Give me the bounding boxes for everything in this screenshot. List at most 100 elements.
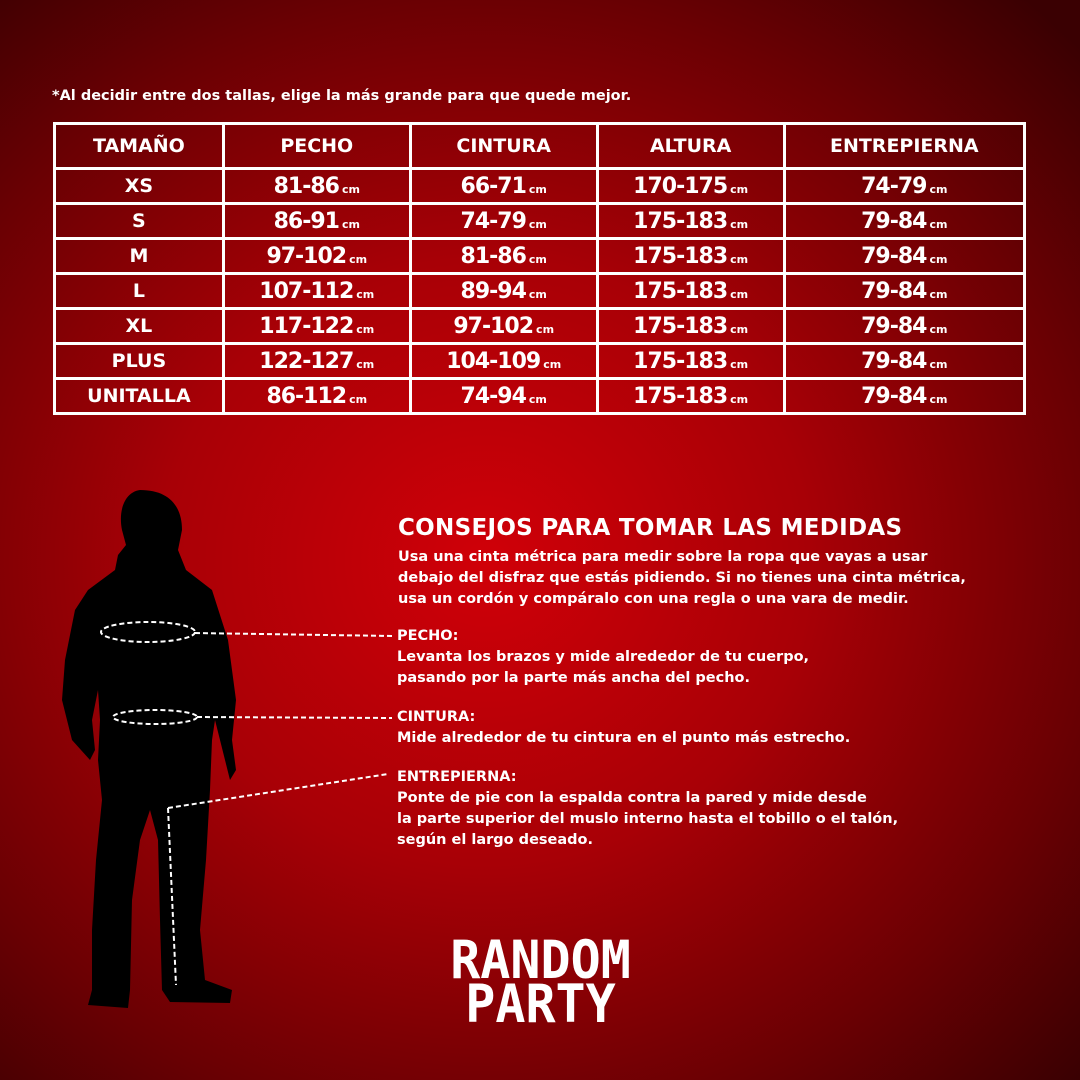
altura-cell: 175-183 cm [595,272,786,310]
size-cell: PLUS [53,342,225,380]
altura-cell: 175-183 cm [595,377,786,415]
tips-intro-line: Usa una cinta métrica para medir sobre l… [398,549,928,565]
entrepierna-value: 79-84 [861,278,927,304]
altura-cell: 175-183 cm [595,342,786,380]
pecho-value: 122-127 [259,348,354,374]
cintura-value: 89-94 [460,278,527,304]
altura-cell: 175-183 cm [595,237,786,275]
unit-label: cm [528,217,547,231]
altura-value: 170-175 [633,173,728,199]
cintura-cell: 66-71 cm [408,167,599,205]
altura-value: 175-183 [633,278,728,304]
unit-label: cm [356,357,375,371]
entrepierna-value: 79-84 [861,208,927,234]
cintura-value: 104-109 [446,348,541,374]
altura-value: 175-183 [633,348,728,374]
pecho-tip: PECHO: Levanta los brazos y mide alreded… [397,626,809,689]
table-row: XL 117-122 cm 97-102 cm 175-183 cm 79-84 cm [53,307,1027,345]
unit-label: cm [929,357,948,371]
pecho-value: 86-91 [273,208,340,234]
unit-label: cm [341,182,360,196]
table-row: UNITALLA 86-112 cm 74-94 cm 175-183 cm 79-84 cm [53,377,1027,415]
unit-label: cm [929,252,948,266]
pecho-value: 97-102 [266,243,347,269]
entrepierna-tip: ENTREPIERNA: Ponte de pie con la espalda… [397,767,898,851]
unit-label: cm [356,287,375,301]
cintura-value: 74-79 [460,208,527,234]
cintura-cell: 74-79 cm [408,202,599,240]
unit-label: cm [349,392,368,406]
size-table: TAMAÑO PECHO CINTURA ALTURA ENTREPIERNA … [53,122,1027,415]
cintura-cell: 81-86 cm [408,237,599,275]
unit-label: cm [730,252,749,266]
waist-pointer-line [196,716,393,719]
entrepierna-cell: 79-84 cm [782,307,1027,345]
pecho-cell: 86-112 cm [221,377,412,415]
cintura-text: Mide alrededor de tu cintura en el punto… [397,730,851,746]
cintura-value: 81-86 [460,243,527,269]
size-cell: L [53,272,225,310]
entrepierna-text: según el largo deseado. [397,832,593,848]
chest-pointer-line [194,632,393,637]
cintura-label: CINTURA: [397,709,476,725]
unit-label: cm [730,392,749,406]
pecho-cell: 117-122 cm [221,307,412,345]
cintura-value: 97-102 [453,313,534,339]
size-cell: XS [53,167,225,205]
unit-label: cm [730,217,749,231]
entrepierna-cell: 79-84 cm [782,377,1027,415]
cintura-value: 66-71 [460,173,527,199]
pecho-cell: 81-86 cm [221,167,412,205]
unit-label: cm [929,392,948,406]
cintura-cell: 74-94 cm [408,377,599,415]
logo-line-2: PARTY [465,973,616,1035]
table-row: M 97-102 cm 81-86 cm 175-183 cm 79-84 cm [53,237,1027,275]
pecho-value: 107-112 [259,278,354,304]
unit-label: cm [341,217,360,231]
entrepierna-text: Ponte de pie con la espalda contra la pa… [397,790,867,806]
unit-label: cm [929,322,948,336]
cintura-value: 74-94 [460,383,527,409]
table-row: PLUS 122-127 cm 104-109 cm 175-183 cm 79-84 cm [53,342,1027,380]
pecho-value: 86-112 [266,383,347,409]
unit-label: cm [528,252,547,266]
tips-intro-line: usa un cordón y compáralo con una regla … [398,591,909,607]
pecho-text: Levanta los brazos y mide alrededor de t… [397,649,810,665]
entrepierna-value: 79-84 [861,313,927,339]
measure-lines [100,621,393,986]
entrepierna-value: 74-79 [861,173,927,199]
unit-label: cm [349,252,368,266]
header-entrepierna: ENTREPIERNA [782,122,1027,170]
tips-intro-line: debajo del disfraz que estás pidiendo. S… [398,570,966,586]
pecho-text: pasando por la parte más ancha del pecho… [397,670,751,686]
pecho-label: PECHO: [397,628,459,644]
chest-measure-ellipse [100,621,196,643]
cintura-tip: CINTURA: Mide alrededor de tu cintura en… [397,707,850,749]
entrepierna-value: 79-84 [861,348,927,374]
header-pecho: PECHO [221,122,412,170]
unit-label: cm [730,322,749,336]
altura-value: 175-183 [633,243,728,269]
entrepierna-cell: 79-84 cm [782,237,1027,275]
altura-cell: 175-183 cm [595,307,786,345]
header-size: TAMAÑO [53,122,225,170]
pecho-cell: 122-127 cm [221,342,412,380]
inseam-pointer-line [167,773,389,809]
entrepierna-cell: 79-84 cm [782,272,1027,310]
pecho-cell: 86-91 cm [221,202,412,240]
entrepierna-cell: 79-84 cm [782,202,1027,240]
entrepierna-value: 79-84 [861,243,927,269]
cintura-cell: 89-94 cm [408,272,599,310]
table-row: XS 81-86 cm 66-71 cm 170-175 cm 74-79 cm [53,167,1027,205]
unit-label: cm [929,182,948,196]
size-cell: UNITALLA [53,377,225,415]
tips-section: CONSEJOS PARA TOMAR LAS MEDIDAS Usa una … [398,515,1038,610]
person-silhouette [62,490,236,1008]
unit-label: cm [528,392,547,406]
unit-label: cm [730,182,749,196]
entrepierna-text: la parte superior del muslo interno hast… [397,811,899,827]
unit-label: cm [929,217,948,231]
pecho-value: 117-122 [259,313,354,339]
unit-label: cm [536,322,555,336]
tips-title: CONSEJOS PARA TOMAR LAS MEDIDAS [398,515,903,541]
